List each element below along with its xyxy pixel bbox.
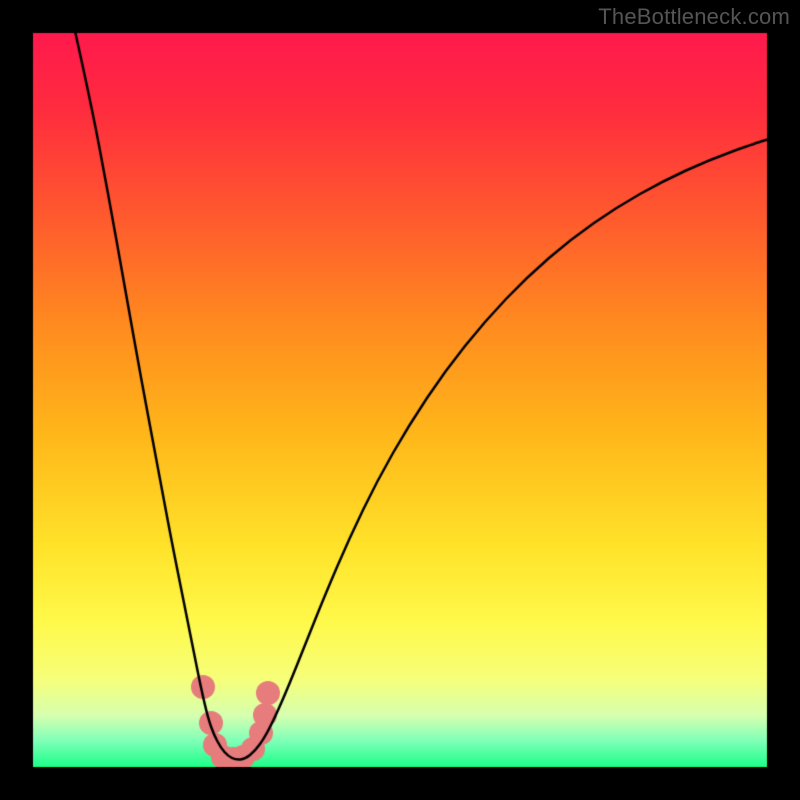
watermark-text: TheBottleneck.com <box>598 4 790 30</box>
bottleneck-chart <box>0 0 800 800</box>
